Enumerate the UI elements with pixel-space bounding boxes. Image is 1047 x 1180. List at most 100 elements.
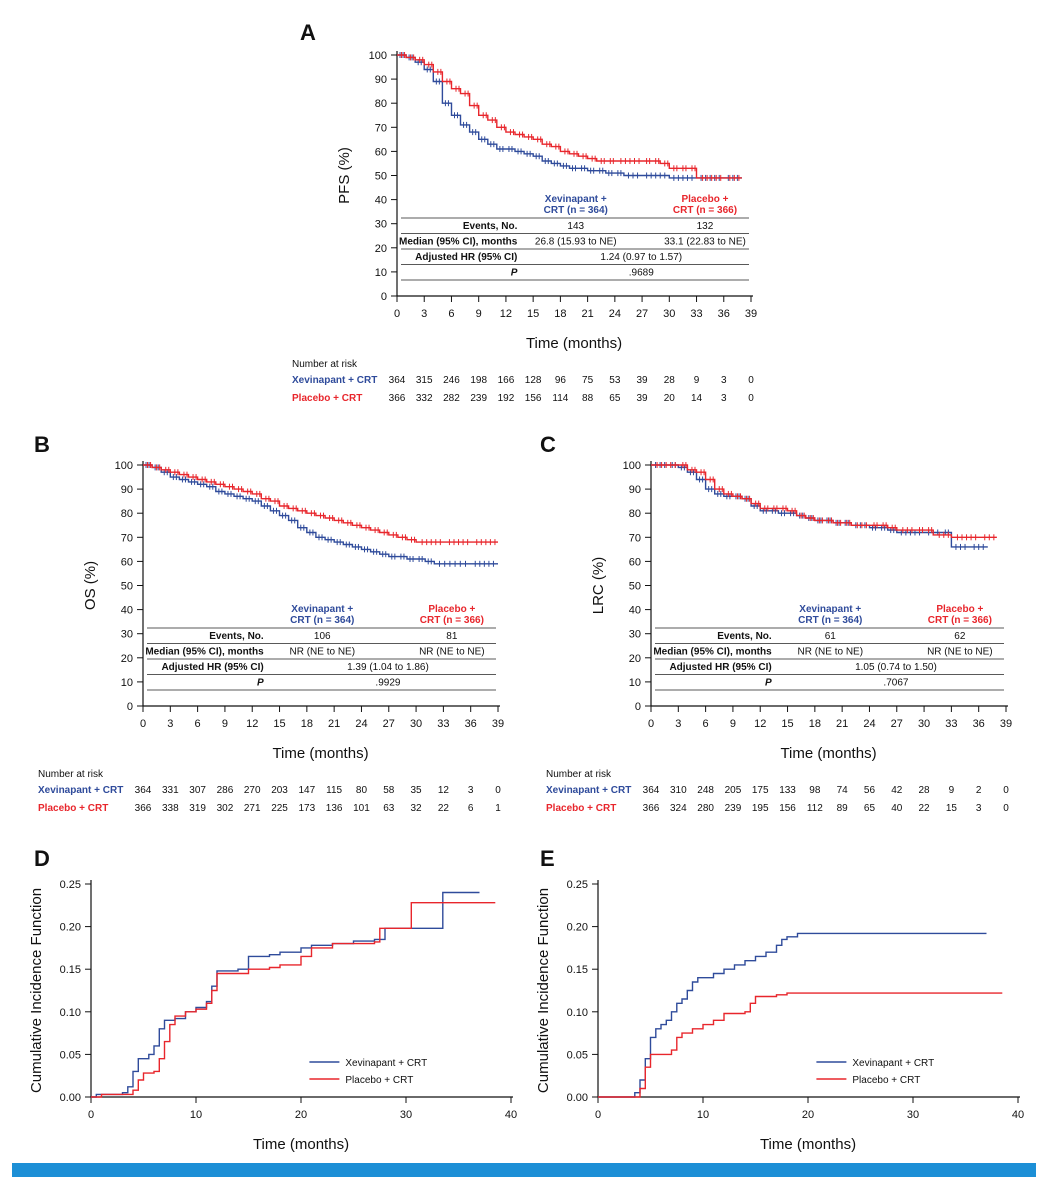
series-line-placebo — [91, 902, 496, 1098]
y-tick-label: 60 — [629, 556, 641, 568]
y-tick-label: 50 — [629, 581, 641, 593]
risk-value: 239 — [725, 803, 742, 814]
y-tick-label: 0.00 — [60, 1092, 81, 1104]
footer-bar — [12, 1163, 1036, 1177]
table-cell: 26.8 (15.93 to NE) — [535, 237, 617, 248]
table-cell: 61 — [825, 631, 837, 642]
table-cell: NR (NE to NE) — [797, 647, 863, 658]
x-tick-label: 18 — [554, 308, 566, 320]
y-tick-label: 20 — [121, 653, 133, 665]
y-axis-title: PFS (%) — [336, 147, 353, 204]
x-tick-label: 30 — [410, 718, 422, 730]
risk-value: 53 — [609, 375, 621, 386]
risk-value: 203 — [271, 785, 288, 796]
table-cell: 33.1 (22.83 to NE) — [664, 237, 746, 248]
x-tick-label: 15 — [527, 308, 539, 320]
x-tick-label: 27 — [891, 718, 903, 730]
x-tick-label: 36 — [973, 718, 985, 730]
y-tick-label: 0.05 — [60, 1049, 81, 1061]
risk-value: 331 — [162, 785, 179, 796]
series-line-placebo — [598, 992, 1003, 1098]
y-tick-label: 0.20 — [567, 922, 588, 934]
table-cell: 1.39 (1.04 to 1.86) — [347, 662, 429, 673]
risk-value: 28 — [919, 785, 931, 796]
series-line-placebo — [397, 54, 742, 179]
panel-label: A — [300, 20, 316, 45]
risk-value: 128 — [525, 375, 542, 386]
table-row-label: Median (95% CI), months — [653, 647, 772, 658]
table-cell: 1.05 (0.74 to 1.50) — [855, 662, 937, 673]
table-cell: .7067 — [883, 678, 908, 689]
panel-label: E — [540, 846, 555, 871]
y-tick-label: 90 — [121, 484, 133, 496]
y-tick-label: 0.10 — [60, 1007, 81, 1019]
risk-value: 147 — [299, 785, 316, 796]
x-tick-label: 30 — [907, 1109, 919, 1121]
table-cell: 81 — [446, 631, 458, 642]
table-header-arm-b-n: CRT (n = 366) — [673, 205, 737, 216]
table-row-label: Adjusted HR (95% CI) — [669, 662, 771, 673]
risk-value: 28 — [664, 375, 676, 386]
y-tick-label: 0.15 — [60, 964, 81, 976]
risk-row-label: Xevinapant + CRT — [292, 375, 377, 386]
risk-value: 315 — [416, 375, 433, 386]
risk-value: 39 — [637, 393, 649, 404]
risk-value: 15 — [946, 803, 958, 814]
risk-value: 115 — [326, 785, 342, 796]
x-tick-label: 12 — [246, 718, 258, 730]
risk-value: 22 — [919, 803, 931, 814]
risk-value: 9 — [949, 785, 955, 796]
panel-label: B — [34, 432, 50, 457]
table-row-label: Median (95% CI), months — [145, 647, 264, 658]
y-tick-label: 100 — [115, 460, 133, 472]
risk-value: 364 — [135, 785, 152, 796]
risk-value: 364 — [643, 785, 660, 796]
y-tick-label: 50 — [375, 171, 387, 183]
legend-label: Placebo + CRT — [852, 1075, 920, 1086]
risk-row-label: Placebo + CRT — [292, 393, 362, 404]
risk-value: 282 — [443, 393, 460, 404]
x-tick-label: 27 — [636, 308, 648, 320]
y-tick-label: 80 — [375, 98, 387, 110]
y-tick-label: 10 — [121, 677, 133, 689]
risk-row-label: Placebo + CRT — [38, 803, 108, 814]
y-tick-label: 40 — [121, 605, 133, 617]
risk-value: 39 — [637, 375, 649, 386]
risk-value: 0 — [1003, 785, 1009, 796]
y-tick-label: 0.20 — [60, 922, 81, 934]
x-tick-label: 21 — [328, 718, 340, 730]
risk-value: 246 — [443, 375, 460, 386]
table-header-arm-a: Xevinapant + — [291, 604, 353, 615]
risk-value: 270 — [244, 785, 261, 796]
risk-value: 338 — [162, 803, 179, 814]
table-cell: 132 — [697, 221, 714, 232]
risk-value: 271 — [244, 803, 261, 814]
risk-value: 366 — [389, 393, 406, 404]
risk-value: 112 — [807, 803, 823, 814]
y-tick-label: 100 — [623, 460, 641, 472]
risk-value: 3 — [468, 785, 474, 796]
risk-value: 310 — [670, 785, 687, 796]
x-tick-label: 21 — [581, 308, 593, 320]
table-row-label: Events, No. — [463, 221, 518, 232]
x-axis-title: Time (months) — [253, 1136, 349, 1153]
risk-title: Number at risk — [38, 769, 104, 780]
risk-value: 35 — [411, 785, 423, 796]
x-tick-label: 21 — [836, 718, 848, 730]
series-line-xevinapant — [598, 932, 987, 1098]
risk-value: 166 — [498, 375, 515, 386]
x-tick-label: 9 — [730, 718, 736, 730]
table-cell: 62 — [954, 631, 966, 642]
risk-value: 364 — [389, 375, 406, 386]
risk-value: 3 — [721, 375, 727, 386]
x-tick-label: 24 — [863, 718, 875, 730]
table-header-arm-b-n: CRT (n = 366) — [928, 615, 992, 626]
y-tick-label: 0.10 — [567, 1007, 588, 1019]
y-tick-label: 60 — [121, 556, 133, 568]
risk-value: 42 — [891, 785, 903, 796]
risk-value: 65 — [864, 803, 876, 814]
table-header-arm-b: Placebo + — [936, 604, 983, 615]
risk-value: 63 — [383, 803, 395, 814]
table-header-arm-a-n: CRT (n = 364) — [290, 615, 354, 626]
